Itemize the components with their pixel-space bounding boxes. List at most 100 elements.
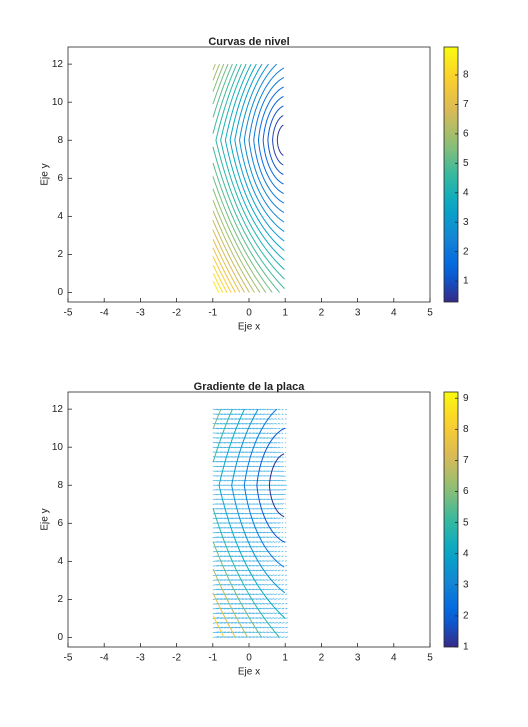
quiver-arrow <box>256 574 261 577</box>
quiver-arrow <box>252 574 258 577</box>
quiver-arrow <box>281 413 284 416</box>
quiver-arrow <box>259 437 265 439</box>
contour-line <box>212 238 241 293</box>
quiver-arrow <box>267 617 272 619</box>
quiver-arrow <box>277 541 281 543</box>
quiver-arrow <box>259 579 265 581</box>
quiver-arrow <box>252 560 258 562</box>
quiver-arrow <box>284 517 287 519</box>
y-tick-label: 8 <box>57 135 63 146</box>
quiver-arrow <box>277 408 281 411</box>
quiver-arrow <box>270 564 275 567</box>
quiver-arrow <box>234 617 241 619</box>
quiver-arrow <box>263 588 268 591</box>
contour-line <box>276 124 284 156</box>
colorbar-tick-label: 1 <box>463 276 469 287</box>
quiver-arrow <box>281 507 284 510</box>
quiver-arrow <box>230 413 237 415</box>
quiver-arrow <box>230 550 237 553</box>
quiver-arrow <box>274 564 278 567</box>
quiver-arrow <box>259 560 265 562</box>
contour-line <box>256 427 286 543</box>
y-tick-label: 4 <box>57 556 63 567</box>
quiver-arrow <box>216 612 223 615</box>
quiver-arrow <box>285 617 288 619</box>
quiver-arrow <box>245 593 251 596</box>
quiver-arrow <box>216 617 223 619</box>
quiver-arrow <box>285 560 287 562</box>
quiver-arrow <box>234 593 241 596</box>
x-tick-label: -1 <box>208 653 217 664</box>
colorbar-tick-label: 3 <box>463 217 469 228</box>
quiver-arrow <box>230 621 237 624</box>
contour-line <box>212 63 280 293</box>
quiver-arrow <box>248 588 255 591</box>
colorbar-tick-label: 6 <box>463 129 469 140</box>
quiver-arrow <box>219 413 227 415</box>
quiver-arrow <box>274 531 278 534</box>
quiver-arrow <box>248 636 255 638</box>
quiver-arrow <box>216 602 223 605</box>
quiver-arrow <box>248 423 255 425</box>
quiver-arrow <box>270 442 275 444</box>
quiver-arrow <box>223 631 230 634</box>
quiver-arrow <box>238 617 244 619</box>
quiver-arrow <box>223 565 230 567</box>
quiver-arrow <box>223 612 230 615</box>
quiver-arrow <box>277 603 281 605</box>
quiver-arrow <box>263 555 268 558</box>
quiver-arrow <box>263 541 268 543</box>
quiver-arrow <box>227 612 234 615</box>
quiver-arrow <box>227 636 234 638</box>
quiver-arrow <box>248 418 255 420</box>
quiver-arrow <box>256 636 262 638</box>
quiver-arrow <box>281 512 284 515</box>
quiver-arrow <box>285 584 288 586</box>
quiver-arrow <box>234 612 241 615</box>
x-axis-label: Eje x <box>238 322 260 333</box>
quiver-arrow <box>284 522 287 524</box>
quiver-arrow <box>227 602 234 605</box>
quiver-arrow <box>277 507 282 510</box>
quiver-arrow <box>285 588 288 591</box>
colorbar-tick-label: 3 <box>463 579 469 590</box>
quiver-arrow <box>281 517 284 519</box>
quiver-arrow <box>277 446 281 449</box>
y-axis-label: Eje y <box>40 163 51 185</box>
quiver-arrow <box>274 545 278 548</box>
contour-line <box>243 408 285 568</box>
quiver-arrow <box>277 423 281 425</box>
quiver-arrow <box>241 574 248 577</box>
quiver-arrow <box>270 526 275 529</box>
quiver-arrow <box>277 470 283 472</box>
quiver-arrow <box>277 622 282 624</box>
quiver-arrow <box>285 612 288 615</box>
contour-line <box>212 63 261 293</box>
quiver-arrow <box>238 631 244 634</box>
contour-line <box>212 408 263 638</box>
quiver-arrow <box>267 446 272 449</box>
quiver-arrow <box>270 512 276 515</box>
quiver-arrow <box>284 446 287 449</box>
quiver-arrow <box>234 418 241 420</box>
quiver-arrow <box>252 564 258 567</box>
quiver-arrow <box>238 555 244 558</box>
quiver-arrow <box>270 545 275 548</box>
quiver-arrow <box>238 560 244 562</box>
quiver-arrow <box>216 579 223 581</box>
quiver-arrow <box>277 569 281 572</box>
x-tick-label: 3 <box>355 308 361 319</box>
quiver-arrow <box>267 583 271 586</box>
quiver-arrow <box>270 423 275 425</box>
contour-line <box>212 256 232 293</box>
quiver-arrow <box>267 531 272 534</box>
x-tick-label: 2 <box>319 308 325 319</box>
quiver-arrow <box>281 550 284 553</box>
quiver-arrow <box>238 612 244 615</box>
quiver-arrow <box>223 555 230 558</box>
quiver-arrow <box>277 593 281 596</box>
quiver-arrow <box>263 423 268 425</box>
quiver-arrow <box>281 607 285 610</box>
quiver-arrow <box>227 569 234 572</box>
quiver-arrow <box>274 522 278 524</box>
